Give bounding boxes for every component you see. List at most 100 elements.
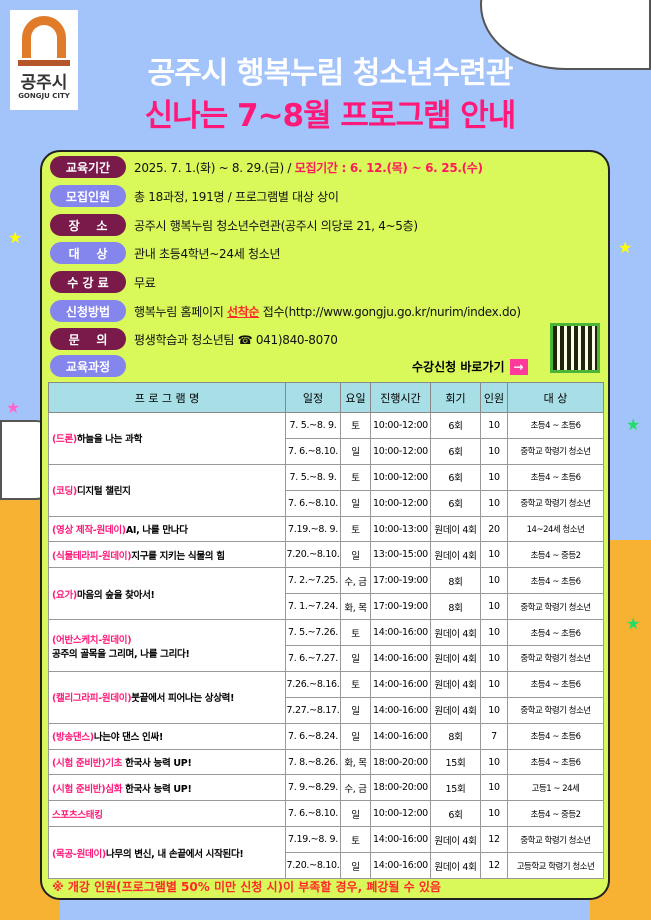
cell-time: 13:00-15:00 — [370, 541, 431, 569]
cell-capacity: 10 — [480, 593, 508, 621]
cell-time: 10:00-12:00 — [370, 800, 431, 828]
cell-target: 초등4 ~ 초등6 — [507, 670, 604, 698]
homepage-link[interactable]: 접수(http://www.gongju.go.kr/nurim/index.d… — [259, 304, 521, 319]
cell-time: 14:00-16:00 — [370, 852, 431, 880]
cell-day: 일 — [340, 541, 371, 569]
cell-schedule: 7.27.~8.17. — [285, 696, 341, 724]
cell-sessions: 6회 — [430, 463, 481, 491]
program-title: 마음의 숲을 찾아서! — [76, 589, 155, 601]
cell-capacity: 10 — [480, 670, 508, 698]
cell-sessions: 원데이 4회 — [430, 619, 481, 647]
cell-sessions: 원데이 4회 — [430, 670, 481, 698]
program-title: 지구를 지키는 식물의 힘 — [131, 550, 225, 562]
cell-capacity: 10 — [480, 541, 508, 569]
info-fee: 수 강 료 무료 — [50, 271, 156, 293]
cell-time: 14:00-16:00 — [370, 826, 431, 854]
cell-capacity: 10 — [480, 748, 508, 776]
info-place: 장 소 공주시 행복누림 청소년수련관(공주시 의당로 21, 4~5층) — [50, 214, 418, 236]
cell-time: 14:00-16:00 — [370, 696, 431, 724]
cell-time: 17:00-19:00 — [370, 567, 431, 595]
cell-target: 중학교 학령기 청소년 — [507, 826, 604, 854]
info-period: 교육기간 2025. 7. 1.(화) ~ 8. 29.(금) / 모집기간 : … — [50, 156, 483, 178]
program-name: 스포츠스태킹 — [48, 800, 286, 828]
cell-capacity: 12 — [480, 852, 508, 880]
cell-time: 10:00-12:00 — [370, 463, 431, 491]
cell-time: 17:00-19:00 — [370, 593, 431, 621]
cell-schedule: 7.26.~8.16. — [285, 670, 341, 698]
cell-capacity: 7 — [480, 722, 508, 750]
program-title: 붓끝에서 피어나는 상상력! — [131, 693, 235, 705]
qr-code[interactable] — [550, 323, 600, 373]
program-category: (시험 준비반)기초 — [52, 758, 123, 770]
info-capacity: 모집인원 총 18과정, 191명 / 프로그램별 대상 상이 — [50, 185, 339, 207]
program-name: (목공-원데이)나무의 변신, 내 손끝에서 시작된다! — [48, 826, 286, 880]
cell-schedule: 7.20.~8.10. — [285, 852, 341, 880]
cell-time: 10:00-12:00 — [370, 489, 431, 517]
table-row: (시험 준비반)기초 한국사 능력 UP! 7. 8.~8.26. 화, 목 18:0… — [48, 748, 604, 776]
program-name: (코딩)디지털 챌린지 — [48, 463, 286, 517]
cell-target: 고등학교 학령기 청소년 — [507, 852, 604, 880]
program-category: (드론) — [52, 434, 77, 446]
cell-day: 일 — [340, 696, 371, 724]
cell-day: 토 — [340, 412, 371, 439]
arrow-right-icon: → — [509, 358, 528, 375]
apply-link[interactable]: 수강신청 바로가기 → — [412, 358, 528, 375]
info-courses: 교육과정 — [50, 355, 134, 377]
cell-capacity: 10 — [480, 645, 508, 672]
star-icon: ★ — [626, 415, 641, 434]
cell-day: 일 — [340, 852, 371, 880]
column-header: 인원 — [480, 382, 508, 413]
cell-day: 일 — [340, 645, 371, 672]
column-header: 대 상 — [507, 382, 604, 413]
program-title: 나는야 댄스 인싸! — [93, 732, 163, 744]
cell-time: 14:00-16:00 — [370, 722, 431, 750]
cell-sessions: 원데이 4회 — [430, 645, 481, 672]
cell-day: 일 — [340, 437, 371, 465]
program-category: (어반스케치-원데이) — [52, 634, 132, 646]
cell-time: 14:00-16:00 — [370, 645, 431, 672]
cell-target: 초등4 ~ 초등6 — [507, 463, 604, 491]
program-title: 디지털 챌린지 — [76, 486, 131, 498]
cell-target: 고등1 ~ 24세 — [507, 774, 604, 802]
cell-capacity: 10 — [480, 463, 508, 491]
program-name: (시험 준비반)심화 한국사 능력 UP! — [48, 774, 286, 802]
program-name: (어반스케치-원데이) 공주의 골목을 그리며, 나를 그리다! — [48, 619, 286, 672]
cell-day: 토 — [340, 463, 371, 491]
cell-day: 화, 목 — [340, 593, 371, 621]
cell-schedule: 7. 6.~8.24. — [285, 722, 341, 750]
cell-day: 토 — [340, 670, 371, 698]
cell-sessions: 15회 — [430, 774, 481, 802]
cell-day: 수, 금 — [340, 567, 371, 595]
info-contact: 문 의 평생학습과 청소년팀 ☎ 041)840-8070 — [50, 328, 338, 350]
cell-capacity: 20 — [480, 515, 508, 543]
cell-capacity: 10 — [480, 489, 508, 517]
page-subtitle: 신나는 7~8월 프로그램 안내 — [144, 98, 517, 134]
cell-day: 일 — [340, 489, 371, 517]
column-header: 요일 — [340, 382, 371, 413]
table-row: 스포츠스태킹 7. 6.~8.10. 일 10:00-12:00 6회 10 초등4 ~ 중… — [48, 800, 604, 828]
star-icon: ★ — [6, 398, 21, 417]
cell-schedule: 7. 5.~8. 9. — [285, 412, 341, 439]
table-row: (코딩)디지털 챌린지 7. 5.~8. 9. 토 10:00-12:00 6회 10 초등… — [48, 463, 604, 517]
table-row: 7.20.~8.10. 일 14:00-16:00 원데이 4회 12 고등학교 학령기 … — [49, 852, 604, 880]
cell-schedule: 7.19.~8. 9. — [285, 826, 341, 854]
program-table: 프 로 그 램 명 일정 요일 진행시간 회기 인원 대 상 (드론)하늘을 나는 과학 7.… — [48, 382, 604, 880]
table-row: (방송댄스)나는야 댄스 인싸! 7. 6.~8.24. 일 14:00-16:00 8… — [48, 722, 604, 750]
cell-schedule: 7. 1.~7.24. — [285, 593, 341, 621]
cell-sessions: 원데이 4회 — [430, 826, 481, 854]
cell-target: 중학교 학령기 청소년 — [507, 489, 604, 517]
info-apply: 신청방법 행복누림 홈페이지 선착순 접수(http://www.gongju.g… — [50, 300, 521, 322]
cell-schedule: 7. 5.~8. 9. — [285, 463, 341, 491]
cell-sessions: 8회 — [430, 722, 481, 750]
cell-day: 일 — [340, 722, 371, 750]
cell-day: 일 — [340, 800, 371, 828]
cell-sessions: 8회 — [430, 567, 481, 595]
program-category: (식물테라피-원데이) — [52, 550, 132, 562]
cell-time: 10:00-12:00 — [370, 437, 431, 465]
cell-schedule: 7. 6.~8.10. — [285, 800, 341, 828]
cell-target: 초등4 ~ 중등2 — [507, 541, 604, 569]
page-title: 공주시 행복누림 청소년수련관 — [147, 56, 514, 91]
program-category: (방송댄스) — [52, 732, 94, 744]
cell-target: 초등4 ~ 초등6 — [507, 567, 604, 595]
cell-time: 10:00-13:00 — [370, 515, 431, 543]
